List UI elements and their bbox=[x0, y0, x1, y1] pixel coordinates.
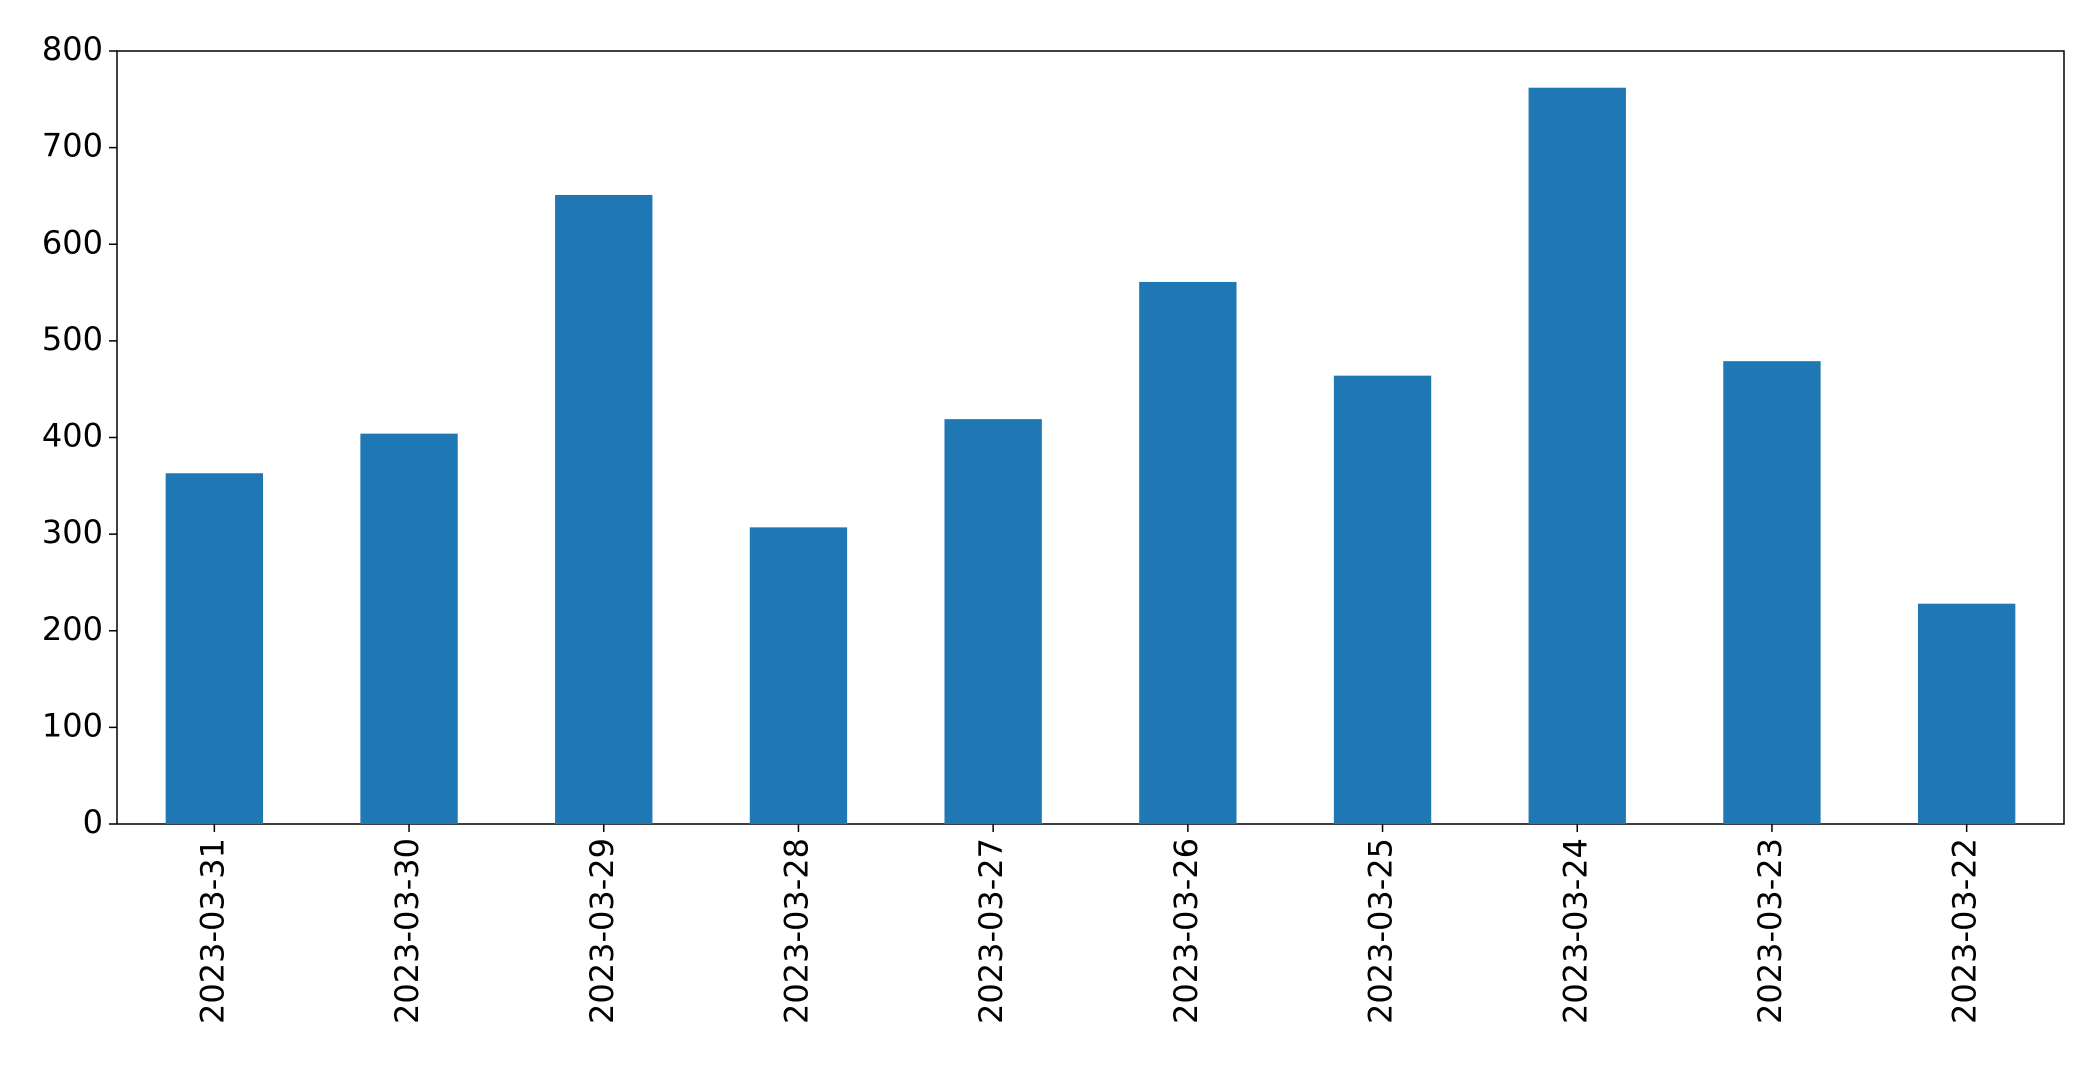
y-tick-label: 300 bbox=[42, 513, 103, 551]
y-tick-label: 600 bbox=[42, 223, 103, 261]
bar bbox=[360, 433, 458, 824]
y-tick-label: 100 bbox=[42, 706, 103, 744]
bar bbox=[749, 527, 848, 824]
x-tick-label: 2023-03-27 bbox=[972, 838, 1010, 1024]
bar bbox=[944, 419, 1042, 824]
x-tick-label: 2023-03-29 bbox=[583, 838, 621, 1024]
x-tick-label: 2023-03-26 bbox=[1167, 838, 1205, 1024]
bar bbox=[555, 194, 653, 824]
y-tick-label: 0 bbox=[83, 803, 103, 841]
x-tick-label: 2023-03-31 bbox=[193, 838, 231, 1024]
x-tick-label: 2023-03-22 bbox=[1946, 838, 1984, 1024]
y-tick-label: 200 bbox=[42, 610, 103, 648]
bar bbox=[1723, 361, 1821, 824]
bar bbox=[1917, 603, 2016, 824]
bar bbox=[165, 473, 264, 824]
bar bbox=[1333, 375, 1432, 824]
y-tick-label: 800 bbox=[42, 30, 103, 68]
x-tick-label: 2023-03-24 bbox=[1556, 838, 1594, 1024]
x-tick-label: 2023-03-28 bbox=[777, 838, 815, 1024]
x-tick-label: 2023-03-25 bbox=[1362, 838, 1400, 1024]
x-tick-label: 2023-03-23 bbox=[1751, 838, 1789, 1024]
bar bbox=[1139, 281, 1237, 825]
y-tick-label: 400 bbox=[42, 417, 103, 455]
y-tick-label: 500 bbox=[42, 320, 103, 358]
bar bbox=[1528, 87, 1626, 824]
x-tick-label: 2023-03-30 bbox=[388, 838, 426, 1024]
y-tick-label: 700 bbox=[42, 127, 103, 165]
